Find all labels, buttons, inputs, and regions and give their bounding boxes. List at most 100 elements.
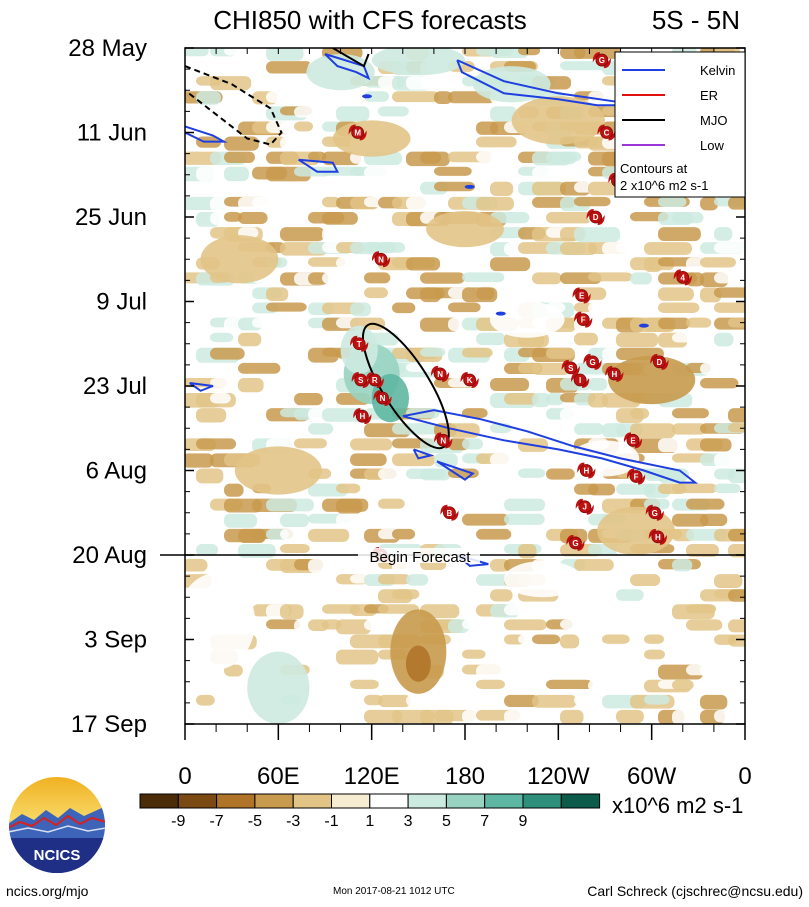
anomaly-blob (234, 446, 322, 495)
kelvin-contour-dot (638, 323, 649, 328)
anomaly-cell (560, 242, 597, 256)
anomaly-cell (266, 619, 301, 630)
mjo-contour-top (332, 48, 370, 68)
x-tick-label: 0 (178, 763, 191, 790)
anomaly-cell (294, 121, 313, 132)
anomaly-cell (224, 166, 249, 182)
storm-marker: J (575, 498, 594, 515)
anomaly-cell (434, 528, 463, 541)
storm-label: D (657, 358, 663, 367)
anomaly-cell (185, 362, 217, 375)
anomaly-blob (185, 573, 255, 670)
anomaly-cell (532, 604, 575, 614)
anomaly-cell (714, 302, 745, 313)
anomaly-cell (294, 574, 315, 584)
anomaly-cell (448, 332, 477, 343)
anomaly-cell (448, 574, 486, 587)
ncics-logo-icon: NCICS (9, 777, 105, 873)
storm-label: G (652, 509, 658, 518)
anomaly-cell (546, 679, 593, 690)
anomaly-cell (336, 106, 370, 122)
anomaly-cell (224, 664, 243, 677)
anomaly-cell (490, 377, 530, 392)
anomaly-cell (224, 423, 261, 434)
legend-low-label: Low (700, 138, 724, 153)
anomaly-cell (364, 91, 390, 102)
anomaly-cell (336, 619, 372, 635)
legend-mjo-label: MJO (700, 113, 727, 128)
anomaly-cell (700, 513, 728, 526)
anomaly-cell (462, 438, 484, 450)
anomaly-cell (210, 393, 231, 404)
anomaly-cell (238, 362, 281, 374)
anomaly-cell (420, 468, 451, 481)
anomaly-cell (602, 619, 629, 629)
anomaly-cell (336, 498, 363, 514)
storm-core (368, 373, 382, 387)
anomaly-cell (714, 272, 742, 284)
storm-label: K (467, 376, 473, 385)
anomaly-cell (700, 694, 728, 710)
anomaly-cell (350, 438, 393, 451)
storm-core (374, 252, 388, 266)
anomaly-cell (266, 91, 298, 103)
anomaly-cell (616, 332, 659, 348)
anomaly-cell (196, 438, 237, 450)
anomaly-cell (224, 694, 257, 706)
footer-date: Mon 2017-08-21 1012 UTC (333, 886, 455, 897)
anomaly-cell (350, 453, 387, 466)
anomaly-cell (462, 619, 488, 630)
colorbar-swatch (139, 793, 179, 809)
anomaly-cell (630, 408, 650, 419)
anomaly-cell (490, 257, 531, 272)
anomaly-cell (280, 332, 312, 347)
anomaly-cell (378, 694, 411, 708)
anomaly-cell (406, 574, 429, 586)
anomaly-cell (350, 679, 379, 690)
anomaly-cell (224, 48, 266, 56)
storm-label: M (354, 129, 361, 138)
anomaly-cell (476, 151, 495, 163)
kelvin-contour-dot (495, 311, 506, 316)
anomaly-cell (392, 589, 420, 600)
anomaly-cell (462, 649, 486, 659)
anomaly-cell (185, 423, 209, 435)
anomaly-cell (196, 543, 219, 556)
anomaly-cell (532, 272, 562, 285)
storm-core (653, 355, 666, 369)
kelvin-contour (436, 460, 475, 481)
x-tick-label: 180 (445, 763, 485, 790)
anomaly-cell (294, 166, 331, 177)
anomaly-cell (266, 498, 314, 512)
anomaly-cell (630, 664, 649, 677)
anomaly-cell (700, 196, 719, 211)
storm-marker: D (650, 353, 669, 370)
anomaly-cell (672, 483, 718, 494)
colorbar-tick-label: 9 (519, 813, 528, 830)
y-tick-label: 17 Sep (71, 711, 147, 738)
anomaly-cell (392, 272, 429, 286)
anomaly-cell (672, 709, 695, 724)
x-tick-label: 120E (344, 763, 400, 790)
colorbar-swatch (369, 793, 409, 809)
anomaly-cell (728, 543, 745, 558)
anomaly-cell (185, 48, 209, 57)
colorbar-swatch (177, 793, 218, 809)
anomaly-cell (686, 604, 717, 614)
anomaly-cell (392, 166, 439, 178)
anomaly-cell (420, 332, 448, 344)
anomaly-cell (714, 483, 741, 494)
anomaly-cell (185, 287, 213, 299)
anomaly-cell (420, 121, 451, 132)
anomaly-cell (364, 483, 412, 498)
anomaly-cell (280, 528, 301, 540)
anomaly-cell (686, 634, 717, 646)
anomaly-cell (462, 408, 488, 419)
storm-marker: B (440, 504, 459, 521)
colorbar-swatch (445, 793, 486, 809)
colorbar-swatch (292, 793, 333, 809)
kelvin-contour (412, 448, 435, 460)
storm-label: N (380, 394, 386, 403)
storm-core (463, 373, 477, 387)
anomaly-cell (728, 634, 745, 647)
